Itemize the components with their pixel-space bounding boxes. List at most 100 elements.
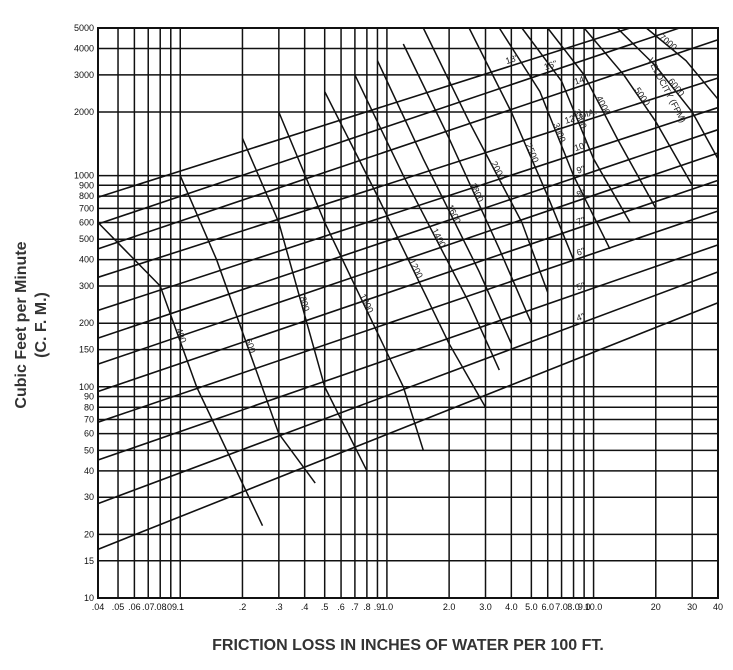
velocity-label: 600 — [243, 337, 257, 355]
y-tick-label: 1000 — [74, 171, 94, 181]
diameter-line — [97, 38, 719, 250]
diameter-line — [97, 27, 631, 198]
diameter-label: 16" — [543, 58, 559, 72]
x-tick-label: .9 — [374, 602, 382, 612]
y-tick-label: 300 — [79, 281, 94, 291]
x-axis-title: FRICTION LOSS IN INCHES OF WATER PER 100… — [212, 637, 604, 654]
x-tick-label: 30 — [687, 602, 697, 612]
y-tick-label: 90 — [84, 391, 94, 401]
velocity-label: 2500 — [524, 142, 541, 164]
y-tick-label: 5000 — [74, 23, 94, 33]
diameter-line — [97, 244, 719, 461]
diameter-label: 7" — [575, 215, 586, 227]
velocity-curve — [498, 27, 611, 250]
diameter-label: 6" — [575, 246, 586, 258]
x-tick-label: .4 — [301, 602, 309, 612]
x-tick-label: .6 — [337, 602, 345, 612]
y-tick-label: 500 — [79, 234, 94, 244]
x-tick-label: 10.0 — [585, 602, 603, 612]
diameter-line — [97, 106, 719, 312]
x-tick-label: 8.0 — [567, 602, 580, 612]
y-tick-label: 700 — [79, 203, 94, 213]
y-tick-label: 50 — [84, 445, 94, 455]
velocity-curve — [547, 27, 657, 209]
x-tick-label: 6.0 — [541, 602, 554, 612]
diameter-label: 18" — [504, 53, 520, 67]
y-tick-label: 4000 — [74, 43, 94, 53]
y-tick-label: 200 — [79, 318, 94, 328]
diameter-label: 9" — [575, 164, 586, 176]
velocity-curve — [616, 27, 719, 160]
y-tick-label: 20 — [84, 529, 94, 539]
diameter-line — [97, 302, 719, 551]
y-axis-subtitle: (C. F. M.) — [33, 292, 50, 358]
x-tick-label: .7 — [351, 602, 359, 612]
diameter-line — [97, 271, 719, 505]
x-tick-label: .08 — [154, 602, 167, 612]
velocity-curve — [521, 27, 631, 223]
diameter-label: 5" — [575, 280, 586, 292]
velocity-label: 7000 — [657, 32, 679, 52]
velocity-curve — [376, 60, 512, 345]
velocity-label: 800 — [298, 295, 312, 312]
x-tick-label: .1 — [176, 602, 184, 612]
x-tick-label: .05 — [112, 602, 125, 612]
velocity-curve — [354, 74, 500, 371]
velocity-label: 1000 — [358, 292, 376, 314]
x-tick-label: .2 — [239, 602, 247, 612]
x-tick-label: 1.0 — [381, 602, 394, 612]
diameter-line — [97, 27, 680, 225]
x-tick-label: .04 — [92, 602, 105, 612]
diameter-label: 10" — [573, 140, 589, 154]
x-tick-label: .5 — [321, 602, 329, 612]
y-tick-label: 900 — [79, 180, 94, 190]
x-tick-labels: .04 .05.06.07.08.09.1 .2 .3 .4 .5 .6 .7 .8.9 1.0 2… — [92, 602, 723, 612]
velocity-curve — [468, 27, 575, 260]
y-tick-label: 150 — [79, 345, 94, 355]
x-tick-label: 2.0 — [443, 602, 456, 612]
x-tick-label: .07 — [142, 602, 155, 612]
velocity-curve — [278, 111, 425, 451]
x-tick-label: 5.0 — [525, 602, 538, 612]
velocity-curve — [583, 27, 693, 186]
velocity-curve — [645, 27, 719, 100]
x-tick-label: .3 — [275, 602, 283, 612]
y-tick-label: 800 — [79, 191, 94, 201]
x-tick-label: .8 — [363, 602, 371, 612]
velocity-curve — [324, 91, 487, 408]
x-tick-label: 4.0 — [505, 602, 518, 612]
y-tick-label: 30 — [84, 492, 94, 502]
x-tick-label: 3.0 — [479, 602, 492, 612]
y-tick-label: 70 — [84, 415, 94, 425]
y-tick-label: 2000 — [74, 107, 94, 117]
diameter-label: 14" — [573, 73, 589, 87]
velocity-label: 2000 — [489, 160, 507, 182]
x-tick-label: 20 — [651, 602, 661, 612]
x-tick-label: 40 — [713, 602, 723, 612]
x-tick-label: 9.0 — [578, 602, 591, 612]
diameter-line — [97, 128, 719, 339]
diameter-line — [97, 210, 719, 423]
y-tick-label: 600 — [79, 217, 94, 227]
x-tick-label: 7.0 — [555, 602, 568, 612]
velocity-curves — [97, 27, 719, 527]
diameter-line — [97, 179, 719, 393]
velocity-curve — [422, 27, 549, 293]
y-tick-label: 40 — [84, 466, 94, 476]
velocity-label: 1200 — [407, 257, 425, 279]
velocity-label: 1400 — [430, 227, 448, 249]
y-tick-label: 3000 — [74, 70, 94, 80]
diameter-line — [97, 77, 719, 279]
y-tick-label: 80 — [84, 402, 94, 412]
x-tick-label: .06 — [128, 602, 141, 612]
diameter-label: 4" — [575, 311, 586, 323]
velocity-curve — [179, 175, 316, 484]
velocity-label: 400 — [174, 327, 189, 345]
y-tick-label: 10 — [84, 593, 94, 603]
x-tick-label: .09 — [165, 602, 178, 612]
y-tick-label: 60 — [84, 429, 94, 439]
velocity-curve — [241, 138, 368, 472]
y-axis-title: Cubic Feet per Minute — [13, 241, 30, 408]
